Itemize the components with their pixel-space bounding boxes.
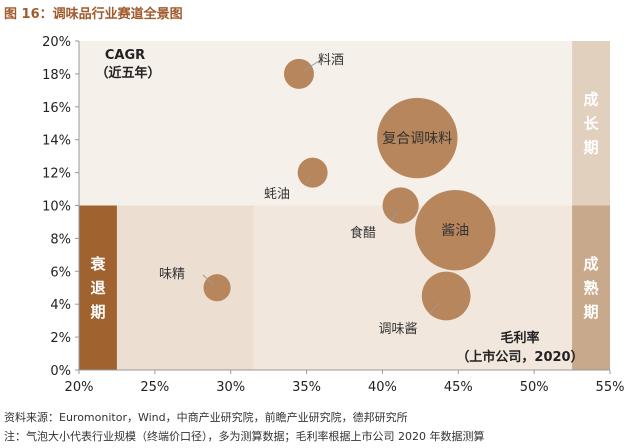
label-leader-line (303, 58, 323, 72)
zone-label: 成长期 (584, 90, 600, 156)
bubble-蚝油 (297, 157, 328, 188)
x-tick-label: 55% (596, 380, 625, 395)
bubble-layer (203, 58, 496, 321)
footnote: 注：气泡大小代表行业规模（终端价口径），多为测算数据；毛利率根据上市公司 202… (4, 430, 485, 443)
y-tick-label: 2% (50, 331, 71, 346)
y-tick-label: 10% (42, 200, 71, 215)
label-leader-line (391, 210, 398, 221)
zone-label: 衰退期 (89, 255, 106, 321)
x-tick-label: 20% (65, 380, 94, 395)
zone-4 (79, 41, 117, 206)
zone-layer: 衰退期 成熟期 成长期 (79, 41, 610, 370)
bubble-复合调味料 (377, 97, 458, 179)
zone-3 (79, 205, 117, 370)
y-tick-label: 4% (50, 298, 71, 313)
y-tick-label: 12% (42, 167, 71, 182)
y-tick-label: 14% (42, 134, 71, 149)
source-note: 资料来源：Euromonitor，Wind，中商产业研究院，前瞻产业研究院，德邦… (4, 411, 408, 424)
bubble-label: 食醋 (350, 225, 376, 241)
y-tick-label: 20% (42, 35, 71, 50)
bubble-label: 料酒 (318, 53, 344, 68)
zone-6 (572, 41, 610, 206)
bubble-料酒 (283, 58, 314, 89)
bubble-调味酱 (421, 271, 471, 321)
y-axis-subtitle: （近五年） (95, 65, 160, 81)
bubble-label: 蚝油 (264, 187, 290, 202)
x-tick-label: 45% (444, 380, 473, 395)
bubble-label: 复合调味料 (382, 130, 452, 147)
label-leader-line (202, 274, 214, 285)
x-tick-label: 35% (292, 380, 321, 395)
y-tick-label: 16% (42, 101, 71, 116)
y-tick-label: 8% (50, 232, 71, 247)
zone-2 (116, 41, 573, 206)
zone-0 (116, 205, 254, 370)
y-tick-label: 18% (42, 68, 71, 83)
label-leader-line (305, 176, 311, 184)
x-tick-label: 30% (216, 380, 245, 395)
bubble-味精 (203, 274, 231, 302)
axis-layer: 0% 2% 4% 6% 8% 10% 12% 14% 16% 18% 20% 20% 25% 30% 35%… (42, 35, 624, 395)
x-tick-label: 40% (368, 380, 397, 395)
bubble-label: 酱油 (441, 223, 469, 239)
zone-label: 成熟期 (584, 255, 599, 321)
y-tick-label: 0% (50, 364, 71, 379)
y-axis-title: CAGR (105, 48, 145, 63)
bubble-label: 调味酱 (378, 322, 417, 337)
bubble-食醋 (382, 187, 419, 224)
bubble-label: 味精 (159, 267, 185, 282)
label-leader-line (429, 301, 441, 314)
x-axis-subtitle: （上市公司，2020） (456, 349, 583, 365)
zone-1 (253, 205, 573, 370)
zone-5 (572, 205, 610, 370)
y-tick-label: 6% (50, 265, 71, 280)
x-axis-title: 毛利率 (500, 330, 539, 346)
figure-title: 图 16：调味品行业赛道全景图 (4, 7, 183, 22)
x-tick-label: 50% (520, 380, 549, 395)
x-tick-label: 25% (140, 380, 169, 395)
bubble-酱油 (415, 189, 496, 271)
